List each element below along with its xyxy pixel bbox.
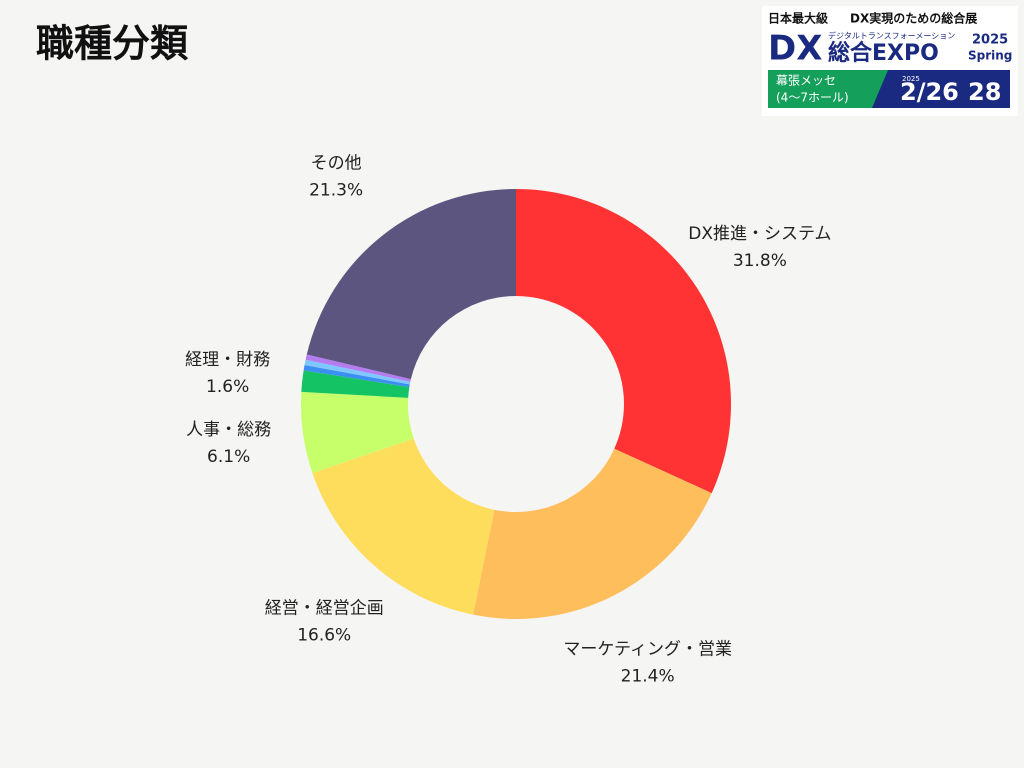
logo-text: 2/26: [900, 78, 959, 106]
donut-slice: [305, 354, 411, 382]
slice-label: 経営・経営企画: [265, 599, 384, 619]
donut: DX推進・システム 31.8% マーケティング・営業 21.4% 経営・経営企画 16.6…: [185, 154, 831, 687]
slice-value-label: 1.6%: [206, 377, 249, 397]
logo-text: 日本最大級: [768, 11, 828, 26]
logo-text: デジタルトランスフォーメーション: [828, 31, 955, 41]
slice-label: その他: [311, 154, 362, 174]
slice-value-label: 21.3%: [309, 181, 363, 201]
logo-text: 2025: [972, 33, 1008, 48]
slice-label: マーケティング・営業: [563, 639, 732, 659]
donut-slice: [301, 391, 414, 474]
donut-slice: [516, 189, 731, 494]
logo-text: 2025: [902, 75, 920, 83]
slice-label: DX推進・システム: [688, 224, 831, 244]
logo-text: (4〜7ホール): [776, 91, 849, 105]
page-title: 職種分類: [36, 22, 189, 66]
slice-value-label: 31.8%: [733, 251, 787, 271]
donut-slice: [306, 189, 516, 380]
logo-text: 幕張メッセ: [776, 74, 836, 88]
donut-slice: [304, 359, 411, 385]
slice-label: 経理・財務: [185, 350, 270, 370]
logo-band: [768, 70, 888, 108]
logo-text: 28: [968, 78, 1001, 106]
logo-band: [872, 70, 1010, 108]
logo-dx: DX: [768, 29, 822, 69]
logo: 日本最大級 DX実現のための総合展 DX デジタルトランスフォーメーション 総合…: [762, 6, 1018, 116]
slice-label: 人事・総務: [186, 420, 271, 440]
logo-expo: 総合EXPO: [828, 40, 939, 66]
slice-value-label: 16.6%: [297, 626, 351, 646]
logo-text: DX実現のための総合展: [850, 11, 977, 26]
donut-slice: [301, 370, 410, 398]
donut-slice: [303, 365, 410, 388]
donut-slice: [473, 448, 712, 619]
logo-text: Spring: [968, 49, 1012, 63]
donut-slice: [312, 438, 495, 615]
slice-value-label: 6.1%: [207, 447, 250, 467]
slice-value-label: 21.4%: [621, 666, 675, 686]
